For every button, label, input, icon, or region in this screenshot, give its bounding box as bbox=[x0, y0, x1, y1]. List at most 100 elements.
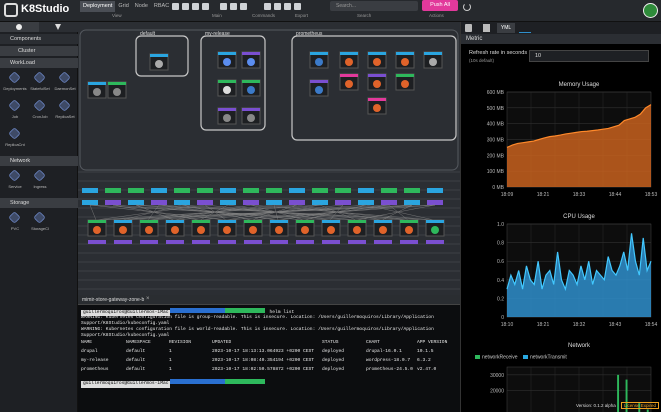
terminal-tab[interactable]: mimir-store-gateway-zone-b bbox=[82, 297, 145, 303]
refresh-icon[interactable] bbox=[463, 3, 471, 11]
legend-swatch bbox=[523, 355, 528, 359]
toolbar-icon[interactable] bbox=[294, 3, 301, 10]
license[interactable]: License Expired bbox=[621, 402, 660, 409]
node-header bbox=[322, 220, 340, 223]
toolbar-icon[interactable] bbox=[274, 3, 281, 10]
toolbar-icon[interactable] bbox=[172, 3, 179, 10]
components-tab[interactable] bbox=[0, 22, 39, 32]
component-icon[interactable] bbox=[33, 211, 46, 224]
table-cell: deployed bbox=[322, 358, 345, 364]
y-tick-label: 0 MB bbox=[492, 185, 504, 191]
filter-tab[interactable] bbox=[39, 22, 78, 32]
logo-icon bbox=[4, 3, 18, 17]
metric-tab[interactable] bbox=[519, 23, 531, 33]
component-label[interactable]: Service bbox=[8, 184, 22, 189]
toolbar-icon[interactable] bbox=[240, 3, 247, 10]
info-icon[interactable] bbox=[465, 24, 472, 32]
component-icon[interactable] bbox=[33, 169, 46, 182]
toolbar-icon[interactable] bbox=[230, 3, 237, 10]
component-label[interactable]: Job bbox=[11, 114, 19, 119]
toolbar-icon[interactable] bbox=[220, 3, 227, 10]
node-header bbox=[218, 80, 236, 83]
component-icon[interactable] bbox=[8, 71, 21, 84]
table-cell: v2.47.0 bbox=[417, 367, 437, 373]
service-chip bbox=[404, 188, 420, 193]
chart-title: Network bbox=[568, 343, 591, 349]
component-icon[interactable] bbox=[8, 169, 21, 182]
table-cell: default bbox=[126, 367, 146, 373]
y-tick-label: 0.2 bbox=[497, 296, 504, 302]
node-icon bbox=[345, 80, 353, 88]
section-header[interactable]: Cluster bbox=[0, 46, 78, 56]
link bbox=[355, 204, 436, 221]
prompt-branch bbox=[225, 308, 266, 313]
node-header bbox=[140, 220, 158, 223]
chart-title: CPU Usage bbox=[563, 214, 595, 220]
push-all-button[interactable]: Push All bbox=[422, 0, 458, 11]
view-tab[interactable]: Grid bbox=[118, 3, 129, 9]
component-icon[interactable] bbox=[58, 71, 71, 84]
x-tick-label: 18:53 bbox=[645, 192, 658, 198]
section-header[interactable]: Components bbox=[0, 34, 78, 44]
link bbox=[204, 204, 357, 221]
view-tab[interactable]: Deployment bbox=[80, 1, 116, 12]
pod-chip bbox=[140, 240, 158, 244]
section-header[interactable]: Network bbox=[0, 156, 78, 166]
refresh-hint: (10s default) bbox=[469, 58, 495, 63]
component-icon[interactable] bbox=[8, 127, 21, 140]
component-label[interactable]: StatefulSet bbox=[30, 86, 50, 91]
pod-chip bbox=[426, 240, 444, 244]
avatar[interactable] bbox=[643, 3, 658, 18]
doc-icon[interactable] bbox=[483, 24, 490, 32]
command: helm list bbox=[269, 310, 295, 315]
view-tab[interactable]: Node bbox=[134, 3, 148, 9]
component-icon[interactable] bbox=[8, 211, 21, 224]
table-cell: prometheus bbox=[81, 367, 109, 373]
component-icon[interactable] bbox=[33, 71, 46, 84]
service-chip bbox=[404, 200, 420, 205]
toolbar-icon[interactable] bbox=[264, 3, 271, 10]
search-box[interactable]: Search... bbox=[330, 1, 418, 11]
component-label[interactable]: ReplicaCnt bbox=[5, 142, 25, 147]
component-label[interactable]: Deployments bbox=[3, 86, 27, 91]
section-header[interactable]: Storage bbox=[0, 198, 78, 208]
component-label[interactable]: CronJob bbox=[32, 114, 48, 119]
service-chip bbox=[174, 188, 190, 193]
view-tab[interactable]: RBAC bbox=[153, 3, 170, 9]
node-header bbox=[368, 98, 386, 101]
component-label[interactable]: StorageCl bbox=[31, 226, 49, 231]
component-icon[interactable] bbox=[58, 99, 71, 112]
area bbox=[507, 233, 651, 317]
toolbar-icon[interactable] bbox=[192, 3, 199, 10]
panel-title: Metric bbox=[461, 34, 661, 44]
component-icon[interactable] bbox=[8, 99, 21, 112]
service-chip bbox=[82, 200, 98, 205]
table-cell: 2023-10-17 18:02:50.578872 +0200 CEST bbox=[212, 367, 314, 373]
component-label[interactable]: DaemonSet bbox=[54, 86, 76, 91]
prompt-line: guillermoquiros@Guillermos-iMac bbox=[81, 379, 457, 388]
pod-chip bbox=[296, 240, 314, 244]
pod-chip bbox=[374, 240, 392, 244]
node-header bbox=[242, 80, 260, 83]
cluster-box bbox=[79, 29, 459, 171]
node-icon bbox=[345, 58, 353, 66]
node-icon bbox=[249, 226, 257, 234]
toolbar-icon[interactable] bbox=[202, 3, 209, 10]
node-header bbox=[310, 80, 328, 83]
yml-tab[interactable]: YML bbox=[497, 23, 515, 33]
toolbar-icon[interactable] bbox=[182, 3, 189, 10]
table-cell: 10.1.5 bbox=[417, 349, 434, 355]
component-label[interactable]: Ingress bbox=[33, 184, 47, 189]
component-label[interactable]: PVC bbox=[10, 226, 20, 231]
app-name: K8Studio bbox=[21, 3, 70, 15]
close-icon[interactable]: × bbox=[146, 296, 150, 302]
component-icon[interactable] bbox=[33, 99, 46, 112]
toolbar-icon[interactable] bbox=[284, 3, 291, 10]
prompt-user: guillermoquiros@Guillermos-iMac bbox=[81, 310, 171, 317]
component-label[interactable]: ReplicaSet bbox=[55, 114, 75, 119]
refresh-select[interactable]: 10 bbox=[529, 50, 649, 62]
node-icon bbox=[223, 58, 231, 66]
section-header[interactable]: WorkLoad bbox=[0, 58, 78, 68]
service-chip bbox=[243, 200, 259, 205]
service-chip bbox=[358, 188, 374, 193]
